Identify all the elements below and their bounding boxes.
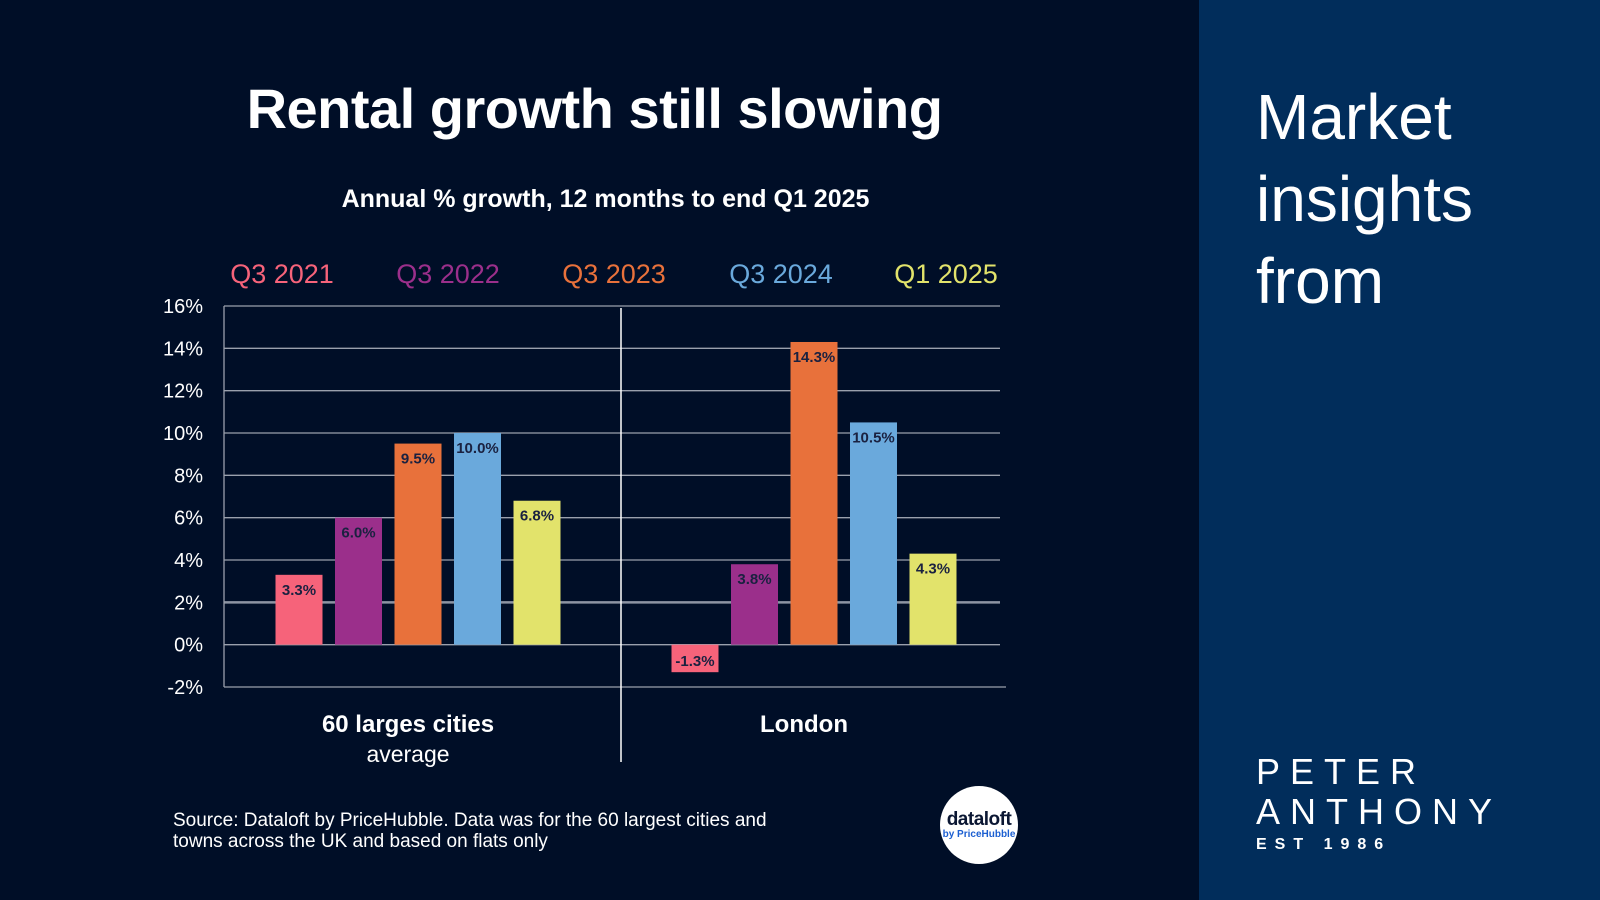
dataloft-logo-byline: by PriceHubble <box>942 828 1016 840</box>
legend-item: Q3 2021 <box>230 259 334 289</box>
brand-name-last: ANTHONY <box>1256 791 1503 832</box>
data-label: -1.3% <box>675 653 714 670</box>
bar <box>513 500 561 645</box>
chart-title: Rental growth still slowing <box>246 77 943 140</box>
bar <box>731 564 778 645</box>
bar <box>394 443 442 645</box>
y-tick-label: 4% <box>174 550 203 572</box>
y-tick-label: 2% <box>174 592 203 614</box>
data-label: 3.3% <box>282 582 316 599</box>
y-tick-label: 8% <box>174 465 203 487</box>
bar <box>454 433 501 645</box>
y-tick-label: 12% <box>163 381 203 403</box>
legend-item: Q3 2024 <box>729 259 833 289</box>
bar <box>335 517 382 645</box>
bar-chart: 16% 14% 12% 10% 8% 6% 4% 2% 0% -2% Q3 2021 Q3 2022 Q… <box>163 259 1006 767</box>
peter-anthony-logo: PETER ANTHONY EST 1986 <box>1256 752 1502 856</box>
category-label: 60 larges cities <box>322 711 494 738</box>
branding-panel <box>1199 0 1600 900</box>
chart-subtitle: Annual % growth, 12 months to end Q1 202… <box>341 185 870 213</box>
category-sublabel: average <box>366 741 449 767</box>
y-tick-label: -2% <box>167 677 203 699</box>
data-label: 14.3% <box>793 349 836 366</box>
legend-item: Q1 2025 <box>894 259 998 289</box>
data-label: 10.5% <box>852 429 895 446</box>
chart-panel <box>0 0 1199 900</box>
category-label: London <box>760 711 848 738</box>
bar <box>850 422 897 645</box>
bar <box>790 341 838 645</box>
dataloft-logo: dataloft by PriceHubble <box>940 786 1018 864</box>
bar <box>671 644 719 673</box>
y-tick-label: 10% <box>163 423 203 445</box>
dataloft-logo-name: dataloft <box>946 808 1012 830</box>
brand-name-first: PETER <box>1256 751 1427 792</box>
source-note: Source: Dataloft by PriceHubble. Data wa… <box>173 810 767 852</box>
y-tick-label: 16% <box>163 296 203 318</box>
legend-item: Q3 2023 <box>562 259 666 289</box>
bar <box>275 574 323 645</box>
data-label: 4.3% <box>916 561 950 578</box>
market-insights-heading: Market insights from <box>1256 81 1473 317</box>
brand-established: EST 1986 <box>1256 836 1392 853</box>
data-label: 6.0% <box>341 525 375 542</box>
data-label: 10.0% <box>456 440 499 457</box>
data-label: 9.5% <box>401 451 435 468</box>
y-tick-label: 0% <box>174 635 203 657</box>
legend-item: Q3 2022 <box>396 259 500 289</box>
y-tick-label: 14% <box>163 338 203 360</box>
bar <box>909 553 957 645</box>
data-label: 3.8% <box>737 571 771 588</box>
y-tick-label: 6% <box>174 508 203 530</box>
data-label: 6.8% <box>520 508 554 525</box>
